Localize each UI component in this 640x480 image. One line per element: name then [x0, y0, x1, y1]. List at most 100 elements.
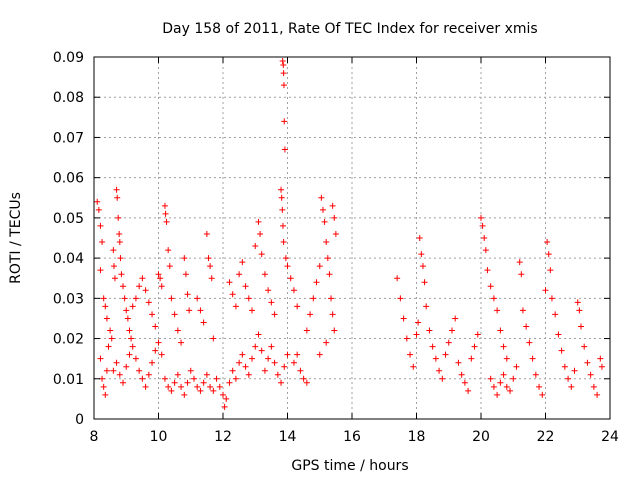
- data-point: [257, 230, 264, 237]
- data-point: [321, 218, 328, 225]
- data-point: [210, 387, 217, 394]
- data-point: [331, 214, 338, 221]
- data-point: [394, 275, 401, 282]
- data-point: [436, 367, 443, 374]
- y-axis-label: ROTI / TECUs: [8, 192, 24, 284]
- data-point: [516, 259, 523, 266]
- data-point: [584, 359, 591, 366]
- data-point: [245, 295, 252, 302]
- data-point: [490, 383, 497, 390]
- data-point: [110, 367, 117, 374]
- data-point: [139, 275, 146, 282]
- data-point: [249, 355, 256, 362]
- data-point: [205, 255, 212, 262]
- data-point: [452, 315, 459, 322]
- data-point: [326, 271, 333, 278]
- x-tick-label: 24: [601, 429, 619, 445]
- data-point: [328, 295, 335, 302]
- data-point: [171, 311, 178, 318]
- data-point: [103, 315, 110, 322]
- data-point: [448, 327, 455, 334]
- data-point: [284, 263, 291, 270]
- data-point: [268, 299, 275, 306]
- data-point: [271, 359, 278, 366]
- data-point: [518, 271, 525, 278]
- data-point: [97, 222, 104, 229]
- data-point: [116, 230, 123, 237]
- y-tick-label: 0.02: [53, 332, 84, 348]
- data-point: [207, 383, 214, 390]
- data-point: [174, 371, 181, 378]
- data-point: [590, 383, 597, 390]
- data-point: [500, 343, 507, 350]
- data-point: [279, 58, 286, 65]
- data-point: [126, 351, 133, 358]
- data-point: [236, 359, 243, 366]
- y-tick-label: 0.01: [53, 372, 84, 388]
- data-point: [166, 263, 173, 270]
- data-point: [561, 363, 568, 370]
- data-point: [558, 347, 565, 354]
- data-point: [117, 255, 124, 262]
- data-point: [97, 267, 104, 274]
- y-tick-label: 0: [75, 412, 84, 428]
- data-point: [300, 375, 307, 382]
- data-point: [310, 295, 317, 302]
- data-point: [120, 379, 127, 386]
- data-point: [184, 291, 191, 298]
- data-point: [197, 387, 204, 394]
- data-point: [207, 263, 214, 270]
- x-tick-label: 8: [90, 429, 99, 445]
- data-point: [152, 347, 159, 354]
- data-point: [397, 295, 404, 302]
- data-point: [186, 307, 193, 314]
- data-point: [303, 327, 310, 334]
- x-axis-ticks: 8 10 12 14 16 18 20 22 24: [90, 57, 619, 445]
- data-point: [208, 275, 215, 282]
- data-point: [536, 383, 543, 390]
- data-point: [568, 383, 575, 390]
- data-point: [278, 186, 285, 193]
- data-point: [471, 343, 478, 350]
- data-point: [245, 371, 252, 378]
- data-point: [145, 299, 152, 306]
- data-point: [118, 271, 125, 278]
- data-point: [132, 355, 139, 362]
- data-point: [149, 311, 156, 318]
- data-point: [497, 327, 504, 334]
- x-tick-label: 16: [343, 429, 361, 445]
- data-point: [552, 311, 559, 318]
- data-point: [278, 379, 285, 386]
- data-point: [197, 307, 204, 314]
- data-point: [294, 351, 301, 358]
- data-point: [497, 379, 504, 386]
- data-point: [271, 311, 278, 318]
- data-point: [571, 367, 578, 374]
- data-point: [252, 243, 259, 250]
- data-point: [203, 371, 210, 378]
- data-point: [307, 311, 314, 318]
- y-axis-ticks: 0 0.01 0.02 0.03 0.04 0.05 0.06 0.07 0.08 0.09: [53, 50, 610, 428]
- data-point: [223, 395, 230, 402]
- data-point: [94, 198, 101, 205]
- data-point: [581, 343, 588, 350]
- data-point: [142, 287, 149, 294]
- data-point: [526, 339, 533, 346]
- data-points: [94, 58, 605, 410]
- data-point: [442, 351, 449, 358]
- data-point: [123, 363, 130, 370]
- data-point: [407, 351, 414, 358]
- data-point: [210, 335, 217, 342]
- data-point: [203, 230, 210, 237]
- data-point: [416, 235, 423, 241]
- data-point: [577, 323, 584, 330]
- data-point: [226, 279, 233, 286]
- data-point: [574, 299, 581, 306]
- data-point: [226, 379, 233, 386]
- data-point: [418, 251, 425, 258]
- data-point: [319, 206, 326, 213]
- data-point: [303, 379, 310, 386]
- data-point: [280, 82, 287, 89]
- data-point: [265, 355, 272, 362]
